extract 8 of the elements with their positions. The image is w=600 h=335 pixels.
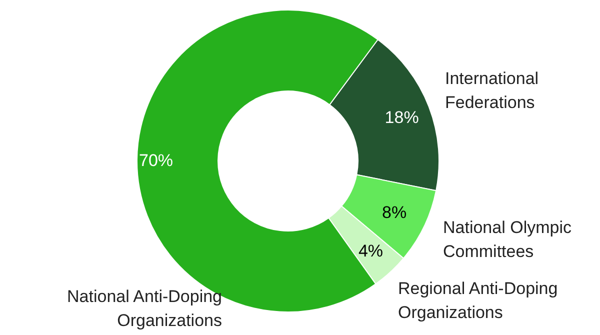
slice-label: National Anti-Doping Organizations [67,287,222,330]
slice-label: International Federations [445,69,539,112]
data-label: 18% [384,108,419,128]
data-label: 8% [382,203,407,222]
data-label: 4% [358,242,384,261]
slice-label: National Olympic Committees [443,218,572,261]
slice-label: Regional Anti-Doping Organizations [398,279,558,322]
data-label: 70% [138,150,174,170]
